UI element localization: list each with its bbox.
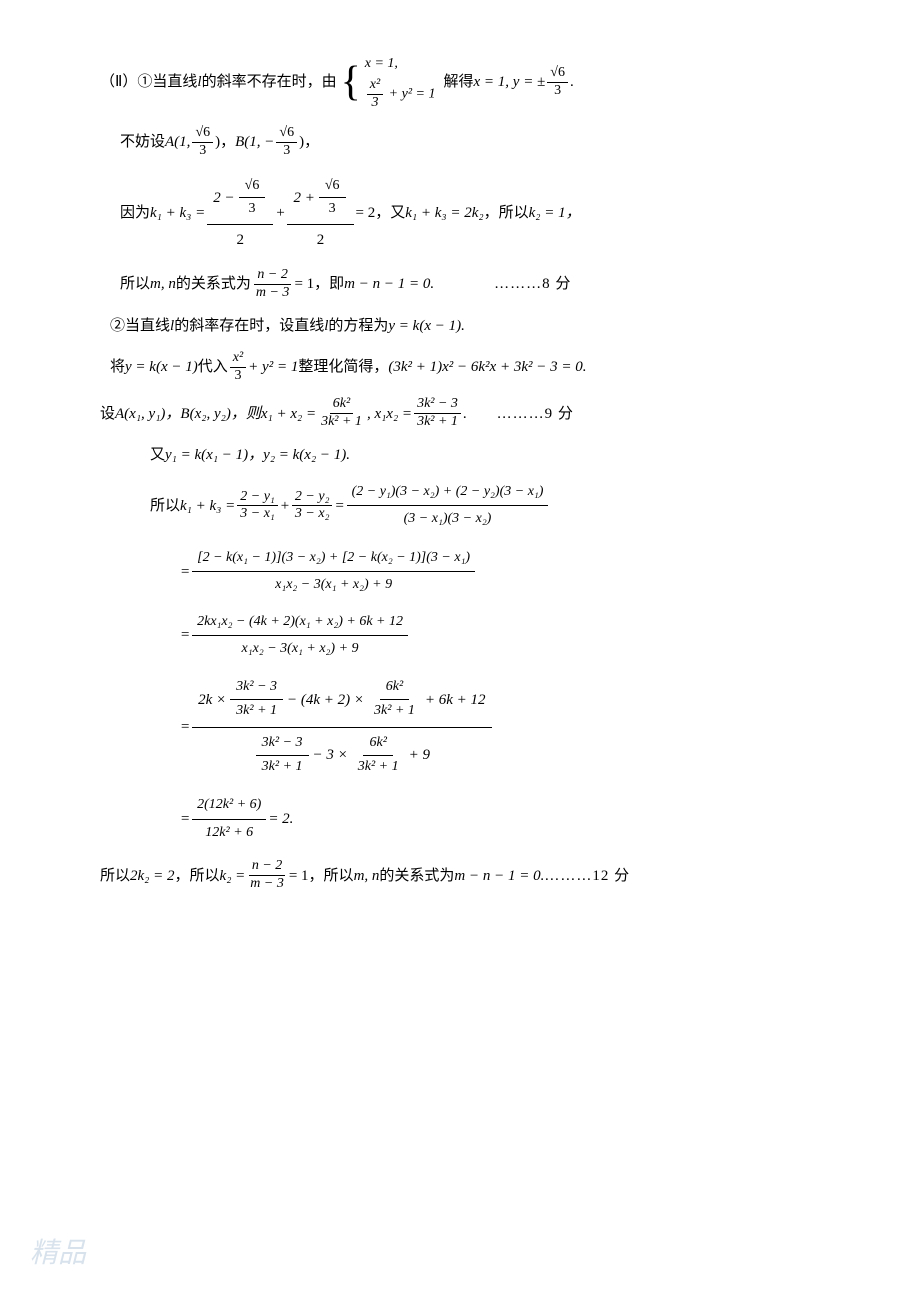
result: m − n − 1 = 0. — [344, 272, 434, 296]
period: . — [570, 70, 574, 94]
ykx: y = k(x − 1) — [125, 355, 198, 379]
text-prefix: （Ⅱ）①当直线 — [100, 70, 197, 94]
ykx: y = k(x − 1). — [388, 314, 464, 338]
k1k3: k₁ + k₃ = — [180, 494, 235, 518]
line-k1k3-expand: 所以 k₁ + k₃ = 2 − y₁ 3 − x₁ + 2 − y₂ 3 − … — [100, 479, 840, 533]
line-substitute: 将 y = k(x − 1) 代入 x² 3 + y² = 1 整理化简得， (… — [100, 350, 840, 385]
line-k1k3-calc: 因为 k₁ + k₃ = 2 − √63 2 + 2 + √63 2 = 2，又… — [100, 172, 840, 256]
result: m − n − 1 = 0. — [454, 864, 544, 888]
sys-eq1: x = 1, — [361, 52, 440, 76]
text-rel: 的关系式为 — [379, 864, 454, 888]
period: . — [463, 402, 467, 426]
frac-prod: 3k² − 3 3k² + 1 — [414, 396, 461, 431]
text-eq: 的方程为 — [328, 314, 388, 338]
sum: x₁ + x₂ = — [261, 402, 316, 426]
sys-eq2: x² 3 + y² = 1 — [361, 76, 440, 113]
k1k3: k₁ + k₃ = — [150, 201, 205, 225]
y1: y₁ = k(x₁ − 1)， — [165, 443, 263, 467]
watermark: 精品 — [30, 1232, 86, 1277]
y2: y₂ = k(x₂ − 1). — [263, 443, 350, 467]
paren-A: )， — [215, 130, 235, 154]
text-solve: 解得 — [443, 70, 473, 94]
text-mid: 的斜率存在时，设直线 — [174, 314, 324, 338]
line-case1-intro: （Ⅱ）①当直线 l 的斜率不存在时，由 { x = 1, x² 3 + y² =… — [100, 52, 840, 113]
frac-A: √6 3 — [192, 125, 213, 160]
line-step4: = 2k × 3k² − 33k² + 1 − (4k + 2) × 6k²3k… — [100, 672, 840, 782]
frac-c: (2 − y₁)(3 − x₂) + (2 − y₂)(3 − x₁) (3 −… — [347, 479, 549, 533]
text-arrange: 整理化简得， — [298, 355, 388, 379]
mn: m, n — [354, 864, 380, 888]
line-vieta: 设 A(x₁, y₁)， B(x₂, y₂)，则 x₁ + x₂ = 6k² 3… — [100, 396, 840, 431]
frac-step3: 2kx₁x₂ − (4k + 2)(x₁ + x₂) + 6k + 12 x₁x… — [192, 609, 408, 663]
frac-sum: 6k² 3k² + 1 — [318, 396, 365, 431]
frac-B: √6 3 — [276, 125, 297, 160]
point-B: B(1, − — [235, 130, 274, 154]
line-step2: = [2 − k(x₁ − 1)](3 − x₂) + [2 − k(x₂ − … — [100, 545, 840, 599]
equation-system: { x = 1, x² 3 + y² = 1 — [341, 52, 440, 113]
prod: , x₁x₂ = — [367, 402, 412, 426]
point-A: A(1, — [165, 130, 190, 154]
score-12: ………12 分 — [544, 864, 630, 888]
line-step5: = 2(12k² + 6) 12k² + 6 = 2. — [100, 792, 840, 846]
text-so: 所以 — [120, 272, 150, 296]
line-y1y2: 又 y₁ = k(x₁ − 1)， y₂ = k(x₂ − 1). — [100, 443, 840, 467]
frac-a: 2 − y₁ 3 − x₁ — [237, 489, 278, 524]
poly: (3k² + 1)x² − 6k²x + 3k² − 3 = 0. — [388, 355, 586, 379]
score-8: ………8 分 — [494, 272, 571, 296]
text-mid: 的斜率不存在时，由 — [202, 70, 337, 94]
k2eq: k₂ = — [220, 864, 246, 888]
text-sub: 将 — [110, 355, 125, 379]
paren-B: )， — [299, 130, 319, 154]
frac-step2: [2 − k(x₁ − 1)](3 − x₂) + [2 − k(x₂ − 1)… — [192, 545, 475, 599]
line-conclusion: 所以 2k₂ = 2 ，所以 k₂ = n − 2 m − 3 = 1，所以 m… — [100, 858, 840, 893]
text-so: ，所以 — [484, 201, 529, 225]
text-suppose: 不妨设 — [120, 130, 165, 154]
eq2-also: = 2，又 — [356, 201, 406, 225]
frac-b: 2 − y₂ 3 − x₂ — [292, 489, 333, 524]
score-9: ………9 分 — [497, 402, 574, 426]
frac-term2: 2 + √63 2 — [287, 172, 353, 256]
frac-step4: 2k × 3k² − 33k² + 1 − (4k + 2) × 6k²3k² … — [192, 672, 491, 782]
eq1-ie: = 1，即 — [294, 272, 344, 296]
frac-sqrt6-3: √6 3 — [547, 65, 568, 100]
line-step3: = 2kx₁x₂ − (4k + 2)(x₁ + x₂) + 6k + 12 x… — [100, 609, 840, 663]
k1k3-2k2: k₁ + k₃ = 2k₂ — [405, 201, 483, 225]
A: A(x₁, y₁)， — [115, 402, 180, 426]
plus: + — [275, 201, 285, 225]
frac-step5: 2(12k² + 6) 12k² + 6 — [192, 792, 266, 846]
text-so: 所以 — [150, 494, 180, 518]
eq1-so: = 1，所以 — [289, 864, 354, 888]
text-set: 设 — [100, 402, 115, 426]
line-set-AB: 不妨设 A(1, √6 3 )， B(1, − √6 3 )， — [100, 125, 840, 160]
text-relation: 的关系式为 — [176, 272, 251, 296]
eq2: = 2. — [268, 807, 293, 831]
mn: m, n — [150, 272, 176, 296]
text-also: 又 — [150, 443, 165, 467]
B: B(x₂, y₂)，则 — [180, 402, 260, 426]
k2-eq1: k₂ = 1， — [529, 201, 581, 225]
text-so: 所以 — [100, 864, 130, 888]
y2eq1: + y² = 1 — [248, 355, 298, 379]
text-into: 代入 — [198, 355, 228, 379]
result-xy: x = 1, y = ± — [474, 70, 546, 94]
frac-mn: n − 2 m − 3 — [253, 267, 293, 302]
frac-term1: 2 − √63 2 — [207, 172, 273, 256]
2k2: 2k₂ = 2 — [130, 864, 175, 888]
text-because: 因为 — [120, 201, 150, 225]
line-case2-intro: ②当直线 l 的斜率存在时，设直线 l 的方程为 y = k(x − 1). — [100, 314, 840, 338]
text-so2: ，所以 — [175, 864, 220, 888]
frac-mn: n − 2 m − 3 — [247, 858, 287, 893]
text-prefix: ②当直线 — [110, 314, 170, 338]
frac-x2-3: x² 3 — [230, 350, 246, 385]
line-mn-relation1: 所以 m, n 的关系式为 n − 2 m − 3 = 1，即 m − n − … — [100, 267, 840, 302]
